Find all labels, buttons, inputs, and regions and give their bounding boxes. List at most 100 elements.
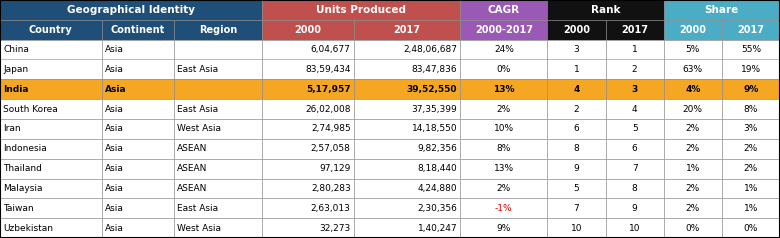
Bar [175,60,261,79]
Bar [101,159,175,178]
Text: 4: 4 [573,85,580,94]
Text: Asia: Asia [105,124,123,134]
Bar [460,139,548,159]
Bar [664,40,722,60]
Text: 24%: 24% [494,45,514,54]
Text: Asia: Asia [105,164,123,173]
Text: 7: 7 [573,204,580,213]
Text: 2,30,356: 2,30,356 [417,204,457,213]
Text: East Asia: East Asia [177,65,218,74]
Bar [0,218,101,238]
Text: 5: 5 [632,124,637,134]
Bar [548,0,664,20]
Text: Indonesia: Indonesia [3,144,47,153]
Text: 8,18,440: 8,18,440 [417,164,457,173]
Text: CAGR: CAGR [488,5,520,15]
Text: 63%: 63% [682,65,703,74]
Bar [664,20,722,40]
Text: 2%: 2% [686,144,700,153]
Text: Thailand: Thailand [3,164,42,173]
Bar [548,159,605,178]
Text: South Korea: South Korea [3,104,58,114]
Bar [353,20,460,40]
Text: Units Produced: Units Produced [316,5,406,15]
Bar [548,79,605,99]
Bar [722,40,780,60]
Text: ASEAN: ASEAN [177,164,207,173]
Text: 2,80,283: 2,80,283 [311,184,351,193]
Text: 19%: 19% [741,65,761,74]
Bar [101,139,175,159]
Text: 4: 4 [632,104,637,114]
Bar [353,218,460,238]
Text: 2000: 2000 [563,25,590,35]
Text: 4,24,880: 4,24,880 [417,184,457,193]
Text: 0%: 0% [497,65,511,74]
Text: 39,52,550: 39,52,550 [406,85,457,94]
Bar [722,20,780,40]
Bar [548,139,605,159]
Bar [664,218,722,238]
Bar [353,178,460,198]
Text: 13%: 13% [493,85,515,94]
Bar [101,40,175,60]
Bar [261,178,353,198]
Bar [175,99,261,119]
Text: 97,129: 97,129 [319,164,351,173]
Text: Asia: Asia [105,85,126,94]
Bar [261,198,353,218]
Text: 3%: 3% [744,124,758,134]
Bar [664,178,722,198]
Bar [353,139,460,159]
Bar [460,40,548,60]
Bar [175,119,261,139]
Text: 2,63,013: 2,63,013 [310,204,351,213]
Bar [605,178,664,198]
Text: Asia: Asia [105,184,123,193]
Text: 5%: 5% [686,45,700,54]
Text: 2,74,985: 2,74,985 [311,124,351,134]
Bar [605,159,664,178]
Text: 1%: 1% [744,184,758,193]
Bar [101,178,175,198]
Bar [101,60,175,79]
Bar [261,40,353,60]
Text: 2,48,06,687: 2,48,06,687 [403,45,457,54]
Bar [101,99,175,119]
Bar [722,198,780,218]
Bar [0,0,261,20]
Text: 83,59,434: 83,59,434 [305,65,351,74]
Text: Asia: Asia [105,104,123,114]
Bar [101,218,175,238]
Text: 9,82,356: 9,82,356 [417,144,457,153]
Text: 2017: 2017 [621,25,648,35]
Text: 1,40,247: 1,40,247 [417,223,457,233]
Text: 2%: 2% [686,204,700,213]
Bar [261,0,460,20]
Text: 2%: 2% [497,104,511,114]
Bar [605,20,664,40]
Bar [548,20,605,40]
Text: 1: 1 [632,45,637,54]
Text: Share: Share [705,5,739,15]
Text: 8: 8 [632,184,637,193]
Text: 6: 6 [632,144,637,153]
Text: 10%: 10% [494,124,514,134]
Bar [353,60,460,79]
Bar [261,159,353,178]
Bar [548,218,605,238]
Text: 14,18,550: 14,18,550 [412,124,457,134]
Bar [548,119,605,139]
Bar [548,198,605,218]
Bar [605,139,664,159]
Text: Malaysia: Malaysia [3,184,42,193]
Bar [175,218,261,238]
Text: 2%: 2% [686,184,700,193]
Text: 55%: 55% [741,45,761,54]
Text: ASEAN: ASEAN [177,184,207,193]
Bar [664,99,722,119]
Bar [261,79,353,99]
Bar [722,178,780,198]
Bar [460,60,548,79]
Text: 2000: 2000 [679,25,707,35]
